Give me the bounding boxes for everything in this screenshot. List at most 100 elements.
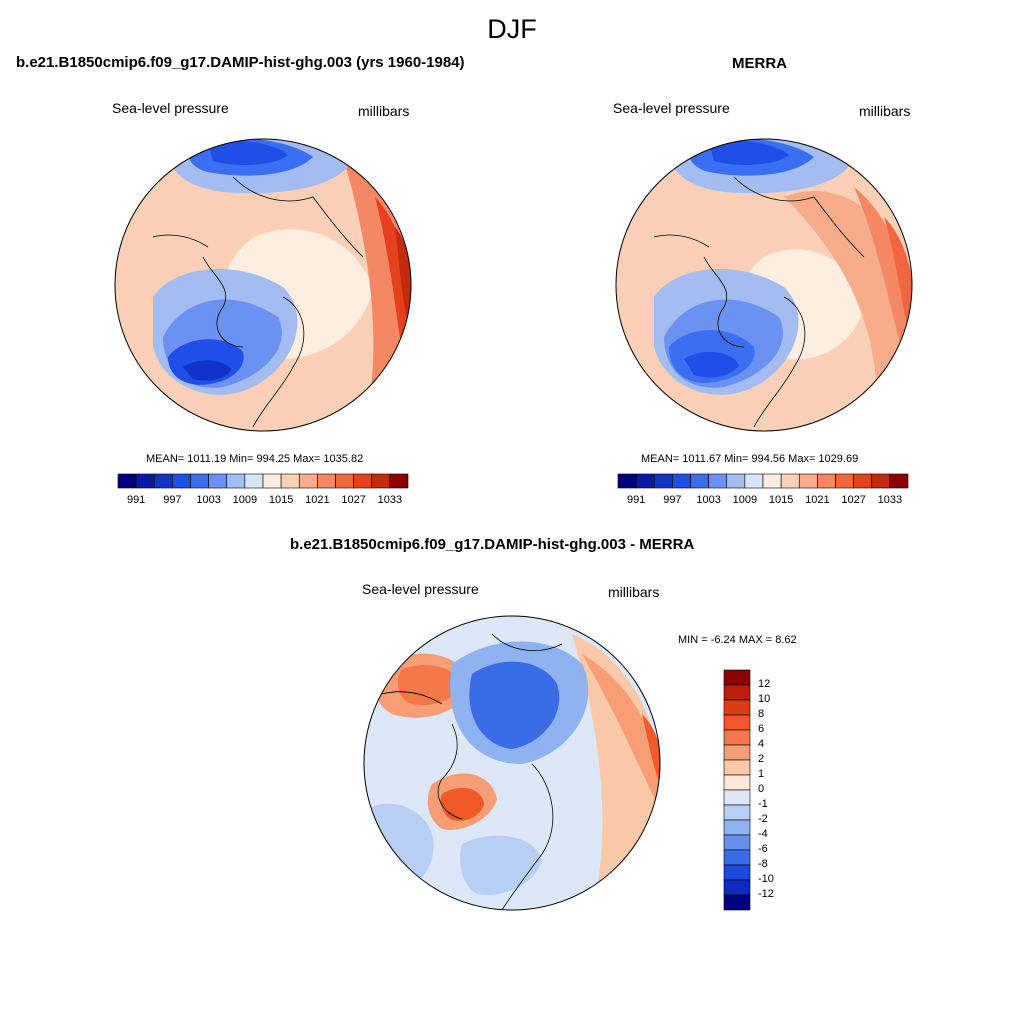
colorbar-swatch: [723, 774, 751, 791]
colorbar-swatch: [244, 473, 264, 489]
colorbar-swatch: [317, 473, 336, 489]
colorbar-swatch: [135, 473, 155, 489]
panel-3-tick: 0: [758, 783, 765, 795]
colorbar-swatch: [723, 804, 751, 821]
colorbar-swatch: [708, 473, 728, 489]
panel-3-tick: 6: [758, 723, 765, 735]
panel-1-colorbar: [117, 473, 409, 489]
colorbar-swatch: [353, 473, 373, 489]
colorbar-swatch: [371, 473, 391, 489]
panel-2-stats: MEAN= 1011.67 Min= 994.56 Max= 1029.69: [641, 453, 859, 465]
colorbar-swatch: [617, 473, 637, 489]
figure-title: DJF: [487, 14, 537, 44]
panel-2-title: MERRA: [732, 55, 787, 72]
panel-1-colorbar-labels: 991 997 1003 1009 1015 1021 1027 1033: [118, 494, 408, 508]
colorbar-swatch: [153, 473, 173, 489]
panel-3-tick: -1: [758, 798, 768, 810]
colorbar-swatch: [723, 699, 751, 716]
panel-2-variable-label: Sea-level pressure: [613, 100, 730, 116]
colorbar-swatch: [653, 473, 673, 489]
panel-2-tick: 1009: [732, 494, 758, 506]
colorbar-swatch: [889, 473, 909, 489]
panel-2-tick: 1003: [696, 494, 721, 506]
panel-3-tick: -2: [758, 813, 768, 825]
colorbar-swatch: [723, 849, 751, 866]
colorbar-swatch: [190, 473, 209, 489]
colorbar-swatch: [762, 473, 782, 489]
colorbar-swatch: [723, 864, 751, 881]
colorbar-swatch: [723, 894, 751, 911]
panel-3-colorbar-labels: 12 10 8 6 4 2 1 0 -1 -2 -4 -6 -8 -10 -12: [758, 670, 798, 910]
panel-3-tick: 12: [758, 678, 771, 690]
colorbar-swatch: [298, 473, 318, 489]
colorbar-swatch: [853, 473, 873, 489]
panel-2-colorbar-labels: 991 997 1003 1009 1015 1021 1027 1033: [618, 494, 908, 508]
colorbar-swatch: [672, 473, 691, 489]
colorbar-swatch: [690, 473, 709, 489]
colorbar-swatch: [723, 669, 751, 686]
colorbar-swatch: [726, 473, 746, 489]
panel-1-tick: 1021: [305, 494, 330, 506]
panel-1-map: [114, 138, 412, 432]
panel-3-tick: 10: [758, 693, 771, 705]
panel-2-tick: 991: [626, 494, 646, 506]
panel-3-tick: 4: [758, 738, 765, 750]
panel-2-units-label: millibars: [859, 103, 911, 119]
panel-3-map: [363, 615, 661, 911]
colorbar-swatch: [723, 684, 751, 701]
colorbar-swatch: [817, 473, 836, 489]
colorbar-swatch: [835, 473, 854, 489]
panel-3-tick: -6: [758, 843, 768, 855]
colorbar-swatch: [389, 473, 409, 489]
panel-1-tick: 1009: [232, 494, 258, 506]
colorbar-swatch: [723, 879, 751, 896]
colorbar-swatch: [117, 473, 137, 489]
colorbar-swatch: [871, 473, 891, 489]
colorbar-swatch: [335, 473, 354, 489]
panel-2-colorbar: [617, 473, 909, 489]
panel-2-map: [615, 138, 913, 432]
colorbar-swatch: [226, 473, 246, 489]
colorbar-swatch: [208, 473, 228, 489]
colorbar-swatch: [723, 729, 751, 746]
colorbar-swatch: [744, 473, 764, 489]
colorbar-swatch: [723, 789, 751, 806]
panel-3-tick: -12: [758, 888, 774, 900]
panel-1-tick: 997: [163, 494, 182, 506]
colorbar-swatch: [723, 744, 751, 761]
panel-1-tick: 991: [126, 494, 146, 506]
panel-2-tick: 1021: [805, 494, 830, 506]
panel-3-tick: -10: [758, 873, 774, 885]
panel-1-tick: 1033: [377, 494, 403, 506]
panel-2-tick: 1033: [877, 494, 903, 506]
panel-3-variable-label: Sea-level pressure: [362, 581, 479, 597]
panel-1-variable-label: Sea-level pressure: [112, 100, 229, 116]
panel-3-tick: -8: [758, 858, 768, 870]
colorbar-swatch: [172, 473, 191, 489]
panel-1-stats: MEAN= 1011.19 Min= 994.25 Max= 1035.82: [146, 453, 364, 465]
colorbar-swatch: [635, 473, 655, 489]
panel-1-units-label: millibars: [358, 103, 410, 119]
panel-1-title: b.e21.B1850cmip6.f09_g17.DAMIP-hist-ghg.…: [16, 54, 465, 71]
colorbar-swatch: [723, 714, 751, 731]
panel-2-tick: 1027: [841, 494, 866, 506]
panel-3-colorbar: [723, 669, 751, 911]
colorbar-swatch: [280, 473, 300, 489]
panel-3-tick: 1: [758, 768, 765, 780]
colorbar-swatch: [262, 473, 282, 489]
panel-3-tick: 8: [758, 708, 765, 720]
panel-1-tick: 1027: [341, 494, 366, 506]
panel-3-units-label: millibars: [608, 584, 660, 600]
panel-3-title: b.e21.B1850cmip6.f09_g17.DAMIP-hist-ghg.…: [290, 536, 695, 553]
panel-2-tick: 997: [663, 494, 682, 506]
colorbar-swatch: [723, 819, 751, 836]
panel-3-tick: -4: [758, 828, 768, 840]
panel-2-tick: 1015: [768, 494, 794, 506]
panel-1-tick: 1015: [268, 494, 294, 506]
panel-3-tick: 2: [758, 753, 765, 765]
colorbar-swatch: [723, 759, 751, 776]
panel-1-tick: 1003: [196, 494, 221, 506]
panel-3-stats: MIN = -6.24 MAX = 8.62: [678, 634, 797, 646]
colorbar-swatch: [780, 473, 800, 489]
colorbar-swatch: [798, 473, 818, 489]
